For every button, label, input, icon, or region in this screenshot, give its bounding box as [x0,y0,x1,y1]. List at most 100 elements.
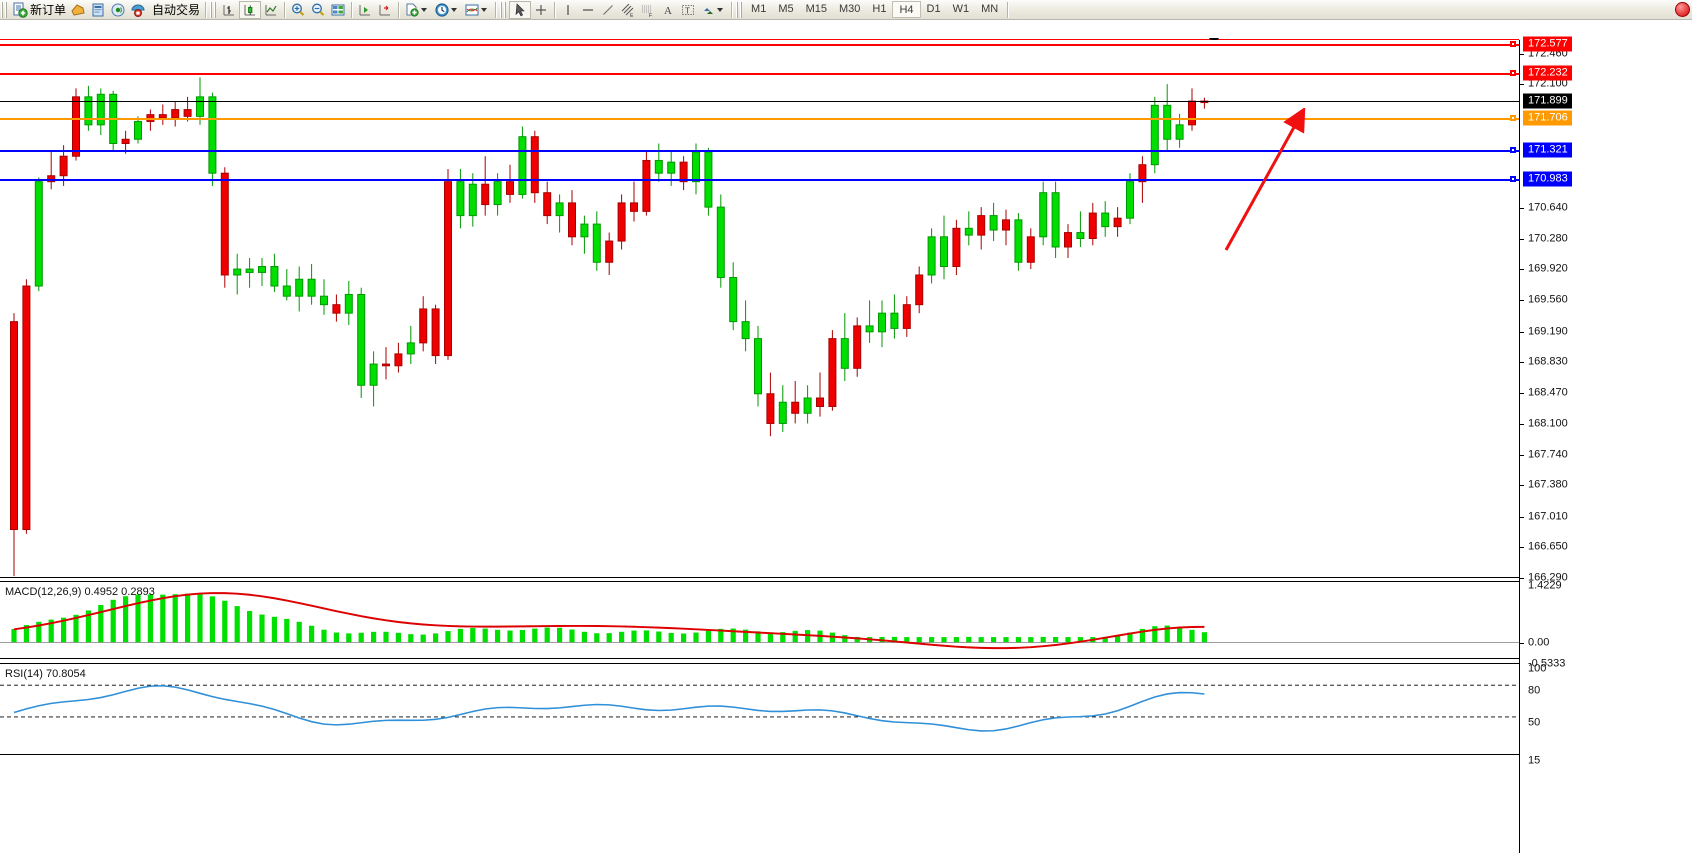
macd-label: MACD(12,26,9) 0.4952 0.2893 [5,586,155,598]
cursor-icon [512,2,528,18]
price-scale[interactable]: 172.460 172.100 170.640 170.280 169.920 169.5… [1519,36,1692,853]
candlestick-chart-button[interactable] [239,0,262,19]
price-tick [1520,424,1524,426]
vertical-line-button[interactable] [558,1,578,19]
charts-button[interactable] [68,1,88,19]
price-tick-label: 166.650 [1528,540,1568,553]
crosshair-button[interactable] [531,1,551,19]
price-tick-label: 172.100 [1528,77,1568,90]
text-icon: A [660,2,676,18]
zoom-in-button[interactable] [288,1,308,19]
hline-icon [580,2,596,18]
macd-tick-label: -0.5333 [1528,657,1566,670]
price-tick-label: 168.830 [1528,355,1568,368]
price-tick-label: 168.100 [1528,417,1568,430]
templates-button[interactable] [402,1,432,19]
auto-trading-button[interactable]: 自动交易 [148,1,202,19]
terminal-button[interactable] [88,1,108,19]
chart-shift-button[interactable] [375,1,395,19]
templates-caret-icon[interactable] [421,7,428,12]
macd-panel[interactable] [0,581,1519,659]
market-button[interactable] [128,1,148,19]
bar-chart-button[interactable] [219,1,239,19]
chart-shift-icon [377,2,393,18]
toolbar-separator-8 [1007,1,1009,18]
macd-tick-label: 1.4229 [1528,579,1562,592]
rsi-tick-label: 100 [1528,662,1547,675]
price-tick [1520,454,1524,456]
price-tick [1520,238,1524,240]
period-caret-icon[interactable] [451,7,458,12]
price-tick-label: 166.290 [1528,571,1568,584]
price-level-label-support-5[interactable]: 170.983 [1523,171,1572,187]
macd-tick [1520,642,1524,644]
auto-scroll-button[interactable] [355,1,375,19]
trendline-icon [600,2,616,18]
price-level-label-resistance-1[interactable]: 172.232 [1523,65,1572,81]
line-chart-button[interactable] [261,1,281,19]
zoom-out-icon [310,2,326,18]
data-window-button[interactable] [328,1,348,19]
toolbar-separator-5 [495,1,497,18]
svg-text:A: A [664,5,672,17]
price-tick-label: 172.460 [1528,47,1568,60]
price-tick-label: 167.380 [1528,478,1568,491]
zoom-out-button[interactable] [308,1,328,19]
rsi-panel[interactable] [0,663,1519,755]
charts-icon [70,2,86,18]
timeframe-m15[interactable]: M15 [805,3,827,15]
indicators-button[interactable] [462,1,492,19]
objects-caret-icon[interactable] [717,7,724,12]
cursor-button[interactable] [509,0,532,19]
timeframe-mn[interactable]: MN [981,3,999,15]
text-label-button[interactable]: T [678,1,698,19]
timeframe-group: M1 M5 M15 M30 H1 H4 D1 W1 MN [745,1,1004,18]
price-tick [1520,578,1524,579]
connection-status-icon[interactable] [1675,2,1690,17]
price-level-label-resistance-0[interactable]: 172.577 [1523,36,1572,52]
toolbar-grip-3[interactable] [500,1,508,18]
new-order-button[interactable]: 新订单 [10,1,68,19]
price-tick [1520,331,1524,333]
timeframe-m5[interactable]: M5 [778,3,794,15]
timeframe-h4[interactable]: H4 [892,1,921,18]
equidistant-icon: E [620,2,636,19]
chart-area[interactable]: GBPJPY-,H4 171.903 171.942 171.811 171.8… [0,20,1692,853]
price-level-label-support-4[interactable]: 171.321 [1523,142,1572,158]
bar-chart-icon [221,2,237,18]
rsi-tick-label: 15 [1528,754,1541,767]
price-tick [1520,516,1524,518]
auto-trading-label: 自动交易 [152,3,201,17]
equidistant-channel-button[interactable]: E [618,1,638,19]
price-level-label-entry-3[interactable]: 171.706 [1523,110,1572,126]
signals-button[interactable] [108,1,128,19]
period-button[interactable] [432,1,462,19]
indicators-caret-icon[interactable] [481,7,488,12]
timeframe-w1[interactable]: W1 [952,3,970,15]
main-toolbar: 新订单 [0,0,1692,20]
toolbar-grip-4[interactable] [736,1,744,18]
horizontal-line-button[interactable] [578,1,598,19]
price-level-label-last-price-2[interactable]: 171.899 [1523,93,1572,109]
text-button[interactable]: A [658,1,678,19]
objects-button[interactable] [698,1,728,19]
rsi-tick-label: 50 [1528,716,1541,729]
timeframe-m30[interactable]: M30 [839,3,861,15]
timeframe-m1[interactable]: M1 [751,3,767,15]
price-panel[interactable] [0,40,1519,578]
toolbar-grip[interactable] [1,1,8,18]
toolbar-separator-6 [554,1,556,18]
price-tick [1520,300,1524,302]
timeframe-h1[interactable]: H1 [872,3,887,15]
toolbar-grip-2[interactable] [210,1,218,18]
timeframe-d1[interactable]: D1 [926,3,941,15]
trendline-button[interactable] [598,1,618,19]
price-tick-label: 168.470 [1528,386,1568,399]
price-tick [1520,84,1524,86]
data-window-icon [330,2,346,18]
svg-text:T: T [685,6,690,15]
vline-icon [560,2,576,18]
price-tick [1520,53,1524,55]
fibonacci-button[interactable]: F [638,1,658,19]
price-tick-label: 169.190 [1528,325,1568,338]
